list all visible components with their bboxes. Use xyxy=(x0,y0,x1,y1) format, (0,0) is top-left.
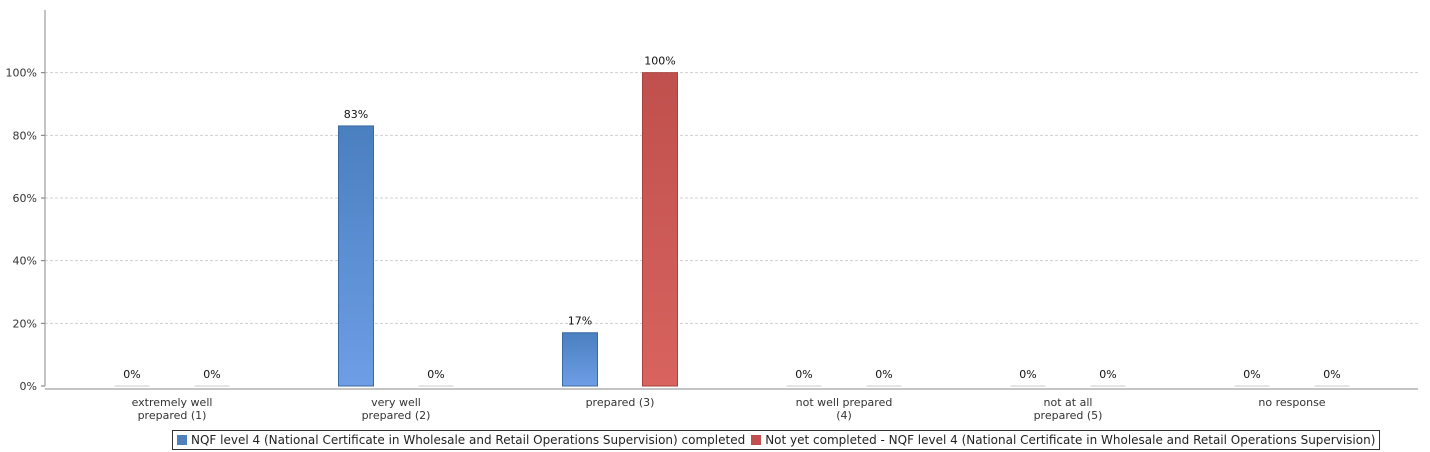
data-label: 0% xyxy=(1099,368,1116,381)
legend-item-not-completed: Not yet completed - NQF level 4 (Nationa… xyxy=(751,433,1375,447)
legend-item-completed: NQF level 4 (National Certificate in Who… xyxy=(177,433,745,447)
data-label: 0% xyxy=(427,368,444,381)
y-tick-label: 20% xyxy=(13,317,37,330)
legend-swatch-not-completed xyxy=(751,435,762,445)
x-tick-label: no response xyxy=(1258,396,1325,409)
data-label: 17% xyxy=(568,315,592,328)
x-tick-label: prepared (5) xyxy=(1034,409,1103,422)
x-tick-label: prepared (2) xyxy=(362,409,431,422)
x-tick-label: extremely well xyxy=(132,396,213,409)
data-label: 0% xyxy=(123,368,140,381)
data-label: 83% xyxy=(344,108,368,121)
data-label: 0% xyxy=(1019,368,1036,381)
y-tick-label: 60% xyxy=(13,192,37,205)
bar xyxy=(562,332,598,387)
x-tick-label: prepared (1) xyxy=(138,409,207,422)
bar xyxy=(642,72,678,387)
y-tick-label: 40% xyxy=(13,255,37,268)
bar-chart-svg: 0%20%40%60%80%100%0% 0%extremely wellprep… xyxy=(6,10,1418,422)
data-label: 0% xyxy=(795,368,812,381)
bar xyxy=(338,125,374,387)
legend-swatch-completed xyxy=(177,435,187,445)
legend-label-completed: NQF level 4 (National Certificate in Who… xyxy=(191,433,746,447)
data-label: 0% xyxy=(203,368,220,381)
y-tick-label: 0% xyxy=(20,380,37,393)
x-tick-label: not well prepared xyxy=(796,396,893,409)
y-tick-label: 80% xyxy=(13,129,37,142)
data-label: 0% xyxy=(875,368,892,381)
data-label: 0% xyxy=(1243,368,1260,381)
data-label: 0% xyxy=(1323,368,1340,381)
x-tick-label: not at all xyxy=(1044,396,1093,409)
x-tick-label: (4) xyxy=(836,409,852,422)
legend: NQF level 4 (National Certificate in Who… xyxy=(172,430,1381,450)
x-tick-label: very well xyxy=(371,396,421,409)
legend-label-not-completed: Not yet completed - NQF level 4 (Nationa… xyxy=(765,433,1376,447)
data-label: 100% xyxy=(644,55,675,68)
y-tick-label: 100% xyxy=(6,67,37,80)
x-tick-label: prepared (3) xyxy=(586,396,655,409)
